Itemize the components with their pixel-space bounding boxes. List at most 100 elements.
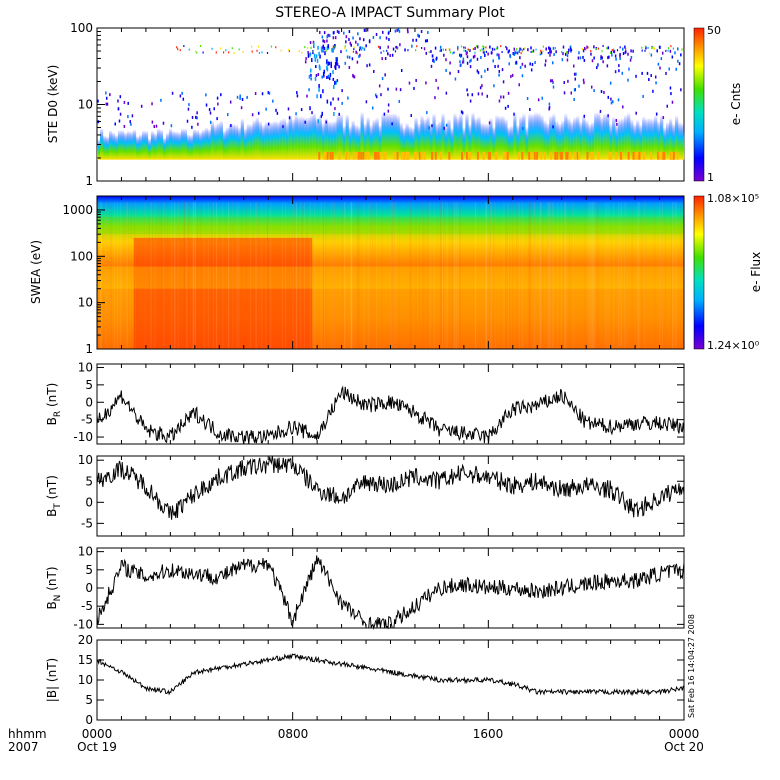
ste-cell — [494, 48, 496, 51]
ste-cell — [249, 123, 253, 160]
swea-cell — [334, 202, 336, 349]
bn-panel: -10 -5 0 5 10 BN (nT) — [45, 545, 685, 631]
ste-cell — [373, 69, 375, 73]
ste-cell — [453, 51, 455, 54]
swea-cell — [325, 202, 327, 349]
ste-cell — [486, 94, 489, 98]
ste-cell — [308, 88, 310, 92]
ste-cell — [171, 130, 176, 160]
ste-cell — [442, 48, 444, 51]
ste-cell — [334, 65, 336, 69]
ste-cell — [672, 151, 675, 160]
swea-cell — [200, 202, 202, 349]
swea-cell — [261, 202, 263, 349]
ste-cell — [489, 117, 493, 160]
ste-cell — [213, 124, 218, 160]
swea-cell — [509, 202, 511, 349]
ste-cell — [469, 59, 471, 63]
ste-cell — [375, 117, 379, 160]
ste-cell — [359, 49, 361, 52]
ste-cell — [530, 46, 532, 50]
ste-cell — [655, 112, 658, 116]
swea-cell — [517, 202, 519, 349]
swea-cell — [375, 202, 377, 349]
ste-cell — [171, 91, 174, 95]
ste-cell — [363, 123, 367, 160]
ste-cell — [519, 65, 522, 69]
ste-cell — [346, 55, 349, 59]
ste-cell — [527, 48, 529, 52]
swea-cell — [441, 202, 443, 349]
ste-cell — [608, 55, 610, 59]
swea-cell — [608, 202, 610, 349]
ste-cell — [312, 112, 316, 160]
ste-cell — [257, 45, 260, 48]
ste-cell — [665, 71, 667, 75]
ste-cell — [439, 49, 441, 52]
ste-cell — [564, 113, 568, 160]
ste-cell — [433, 60, 435, 64]
ste-cell — [330, 101, 332, 106]
swea-cell — [216, 202, 218, 349]
ste-cell — [440, 48, 442, 52]
ste-cell — [642, 151, 645, 160]
ste-cell — [270, 121, 274, 160]
swea-cell — [134, 202, 136, 349]
ste-cell — [570, 121, 574, 160]
swea-cell — [285, 202, 287, 349]
ste-cell — [261, 92, 264, 96]
ste-cell — [608, 151, 611, 160]
ste-cell — [357, 151, 360, 160]
ste-cell — [459, 60, 461, 64]
ste-cell — [457, 46, 459, 50]
ste-cell — [607, 46, 610, 50]
ste-cell — [627, 112, 631, 160]
swea-cell — [475, 202, 477, 349]
swea-cell — [255, 202, 257, 349]
swea-cell — [232, 202, 234, 349]
ste-cell — [496, 46, 499, 50]
ste-cell — [495, 47, 498, 50]
bn-y-label-unit: (nT) — [45, 566, 59, 594]
ste-cell — [255, 117, 259, 160]
ste-cell — [540, 51, 543, 55]
x-tick-label: 0000 — [82, 727, 113, 741]
ste-cell — [117, 99, 119, 103]
ste-cell — [427, 30, 429, 34]
ste-cell — [326, 151, 329, 160]
ste-cell — [496, 151, 499, 160]
ste-cell — [119, 95, 122, 99]
ste-cell — [384, 151, 387, 160]
ste-cell — [596, 63, 599, 67]
ste-cell — [501, 51, 503, 54]
x-tick-label: 0000 — [669, 727, 700, 741]
ste-cell — [308, 74, 311, 79]
ste-cell — [365, 44, 367, 48]
ste-cell — [407, 151, 410, 160]
ste-cell — [600, 116, 604, 160]
ste-cell — [334, 65, 337, 70]
ste-cell — [231, 123, 235, 160]
ste-cell — [334, 45, 336, 48]
ste-cell — [348, 37, 350, 41]
ste-cell — [423, 118, 427, 160]
ste-cell — [183, 45, 185, 48]
swea-cell — [174, 202, 176, 349]
ste-cell — [205, 103, 208, 107]
swea-cell — [245, 202, 247, 349]
ste-cell — [364, 46, 366, 49]
ste-cell — [524, 47, 526, 50]
ste-cell — [513, 112, 515, 116]
ste-cell — [345, 49, 347, 52]
ste-cell — [129, 131, 134, 160]
ste-cell — [590, 52, 592, 56]
ste-cell — [507, 126, 511, 160]
ste-cell — [414, 117, 418, 160]
bn-y-label-main: B — [45, 601, 59, 609]
ste-cell — [445, 123, 448, 127]
ste-cell — [518, 83, 520, 87]
ste-cell — [515, 50, 517, 53]
ste-cell — [481, 92, 483, 96]
ste-cell — [111, 132, 116, 160]
ste-cell — [462, 60, 465, 64]
